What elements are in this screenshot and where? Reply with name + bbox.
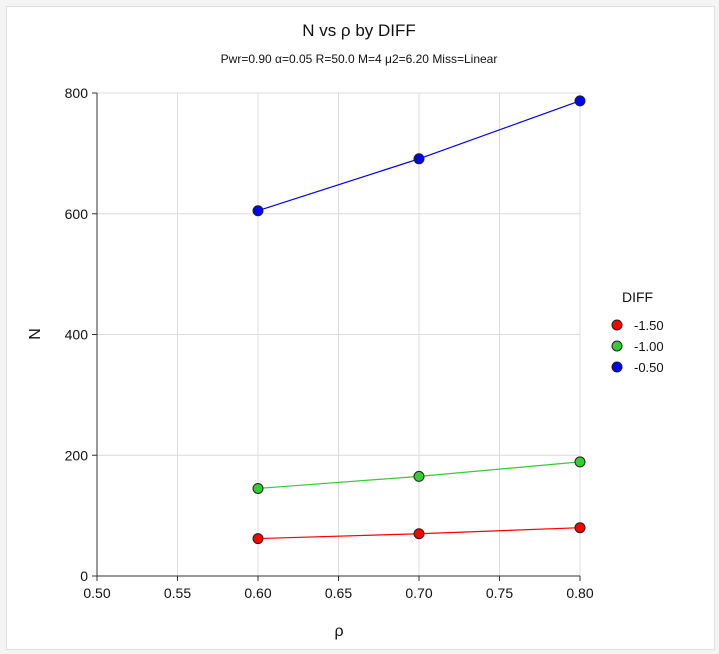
chart-panel: [6, 6, 715, 650]
y-tick-label: 200: [65, 447, 89, 463]
legend-label: -1.50: [634, 318, 664, 333]
x-tick-label: 0.80: [566, 585, 593, 601]
data-point: [252, 482, 264, 494]
legend-label: -1.00: [634, 339, 664, 354]
chart-title: N vs ρ by DIFF: [302, 21, 416, 40]
x-tick-label: 0.55: [164, 585, 191, 601]
grid: [97, 92, 581, 576]
x-tick-label: 0.60: [244, 585, 271, 601]
x-tick-label: 0.65: [325, 585, 352, 601]
legend: DIFF -1.50 -1.00 -0.50: [611, 289, 664, 375]
y-tick-labels: 0 200 400 600 800: [65, 85, 89, 584]
axes: [92, 92, 581, 581]
x-tick-label: 0.70: [405, 585, 432, 601]
data-point: [413, 528, 425, 540]
chart-subtitle: Pwr=0.90 α=0.05 R=50.0 M=4 μ2=6.20 Miss=…: [221, 52, 498, 66]
x-tick-label: 0.50: [83, 585, 110, 601]
legend-marker: [611, 340, 623, 352]
data-point: [413, 470, 425, 482]
data-point: [574, 456, 586, 468]
data-point: [413, 153, 425, 165]
x-tick-labels: 0.50 0.55 0.60 0.65 0.70 0.75 0.80: [83, 585, 593, 601]
series--0.50: [252, 95, 586, 217]
data-point: [252, 533, 264, 545]
y-tick-label: 600: [65, 206, 89, 222]
y-tick-label: 0: [80, 568, 88, 584]
series--1.50: [252, 522, 586, 545]
y-axis-label: N: [27, 328, 44, 340]
data-point: [252, 205, 264, 217]
legend-marker: [611, 319, 623, 331]
y-tick-label: 800: [65, 85, 89, 101]
legend-label: -0.50: [634, 360, 664, 375]
series-group: [252, 95, 586, 545]
legend-title: DIFF: [622, 289, 653, 305]
series--1.00: [252, 456, 586, 494]
x-axis-label: ρ: [334, 623, 343, 640]
data-point: [574, 522, 586, 534]
y-tick-label: 400: [65, 327, 89, 343]
data-point: [574, 95, 586, 107]
x-tick-label: 0.75: [486, 585, 513, 601]
legend-marker: [611, 361, 623, 373]
